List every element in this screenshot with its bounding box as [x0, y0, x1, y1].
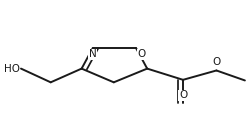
Text: HO: HO — [4, 64, 20, 74]
Text: N: N — [88, 49, 96, 59]
Text: O: O — [211, 57, 220, 67]
Text: O: O — [137, 49, 145, 59]
Text: O: O — [178, 90, 186, 100]
